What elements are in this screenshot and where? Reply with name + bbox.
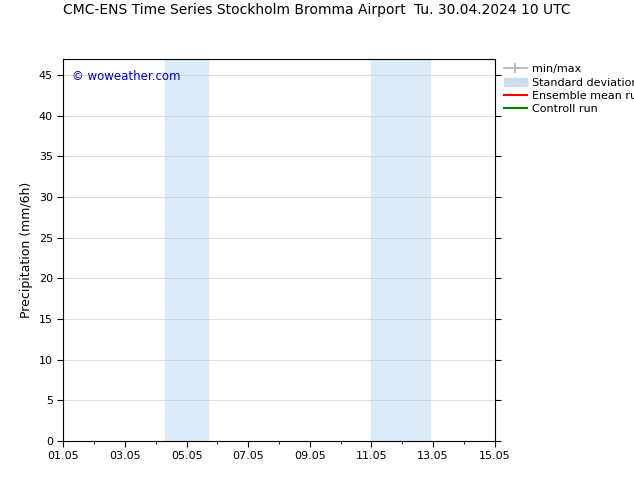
Bar — [165, 59, 208, 441]
Bar — [372, 59, 430, 441]
Y-axis label: Precipitation (mm/6h): Precipitation (mm/6h) — [20, 182, 34, 318]
Legend: min/max, Standard deviation, Ensemble mean run, Controll run: min/max, Standard deviation, Ensemble me… — [505, 64, 634, 114]
Text: © woweather.com: © woweather.com — [72, 70, 181, 83]
Text: CMC-ENS Time Series Stockholm Bromma Airport: CMC-ENS Time Series Stockholm Bromma Air… — [63, 3, 406, 17]
Text: Tu. 30.04.2024 10 UTC: Tu. 30.04.2024 10 UTC — [414, 3, 571, 17]
